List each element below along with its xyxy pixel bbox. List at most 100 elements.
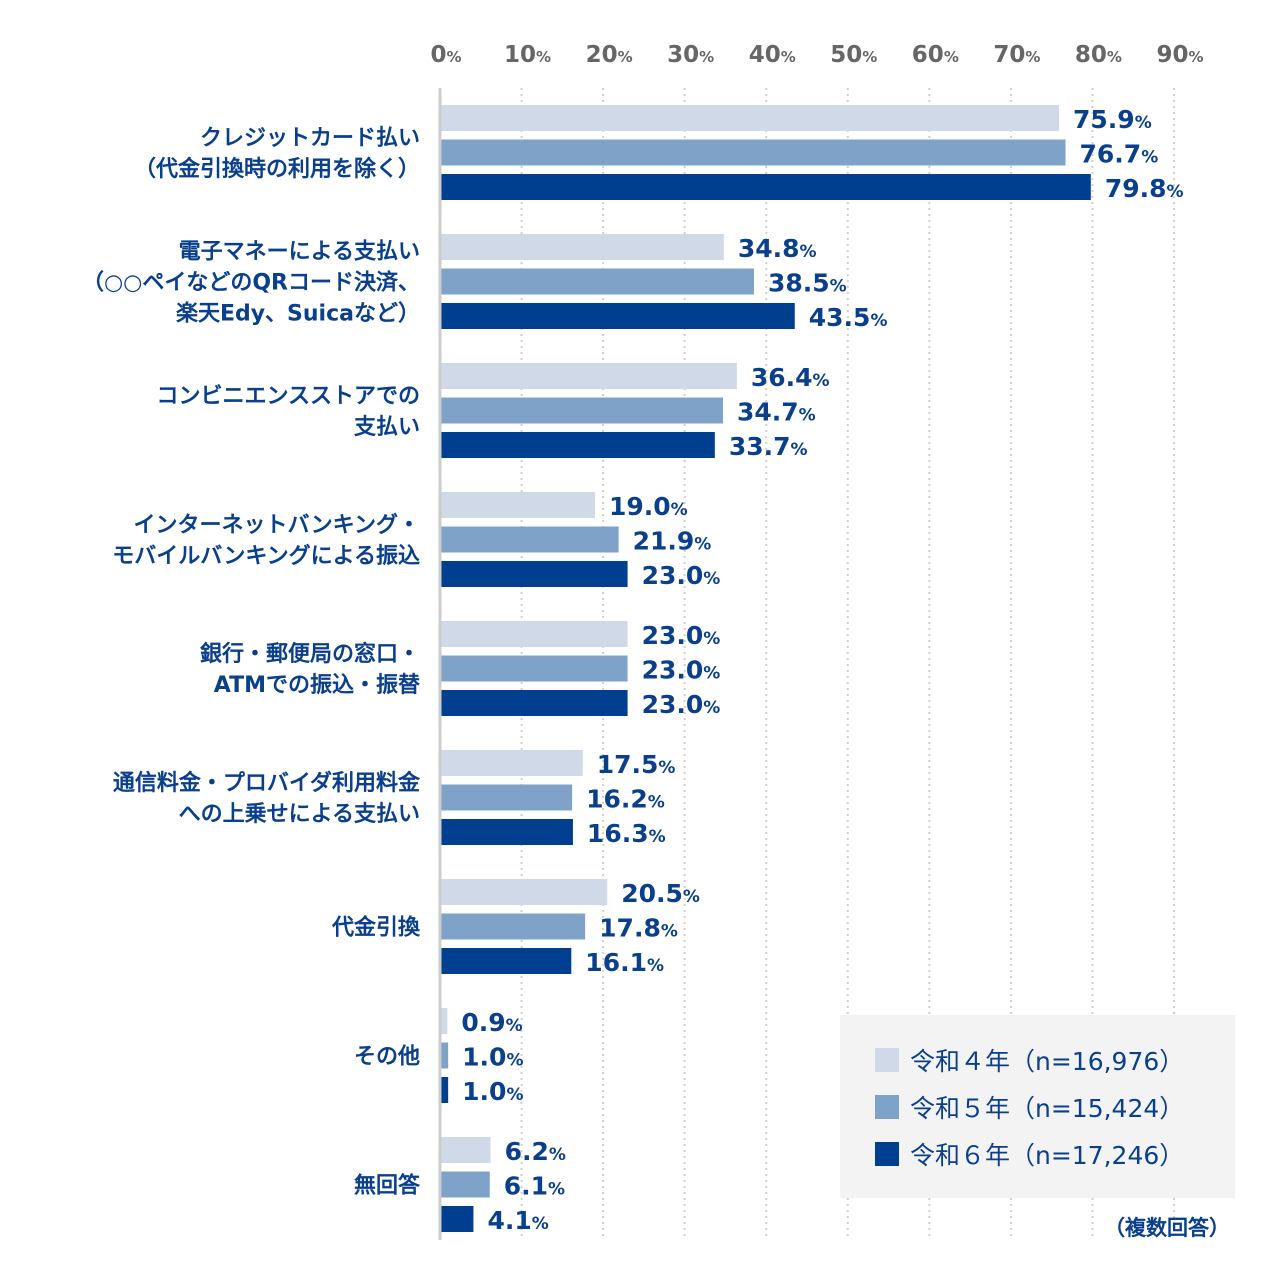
value-number: 34.8 (738, 234, 800, 263)
x-axis-ticks: 0% 10% 20% 30% 40% 50% 60% 70% 80% 90% (430, 42, 1203, 68)
x-tick-label: 30% (667, 42, 714, 68)
x-tick-unit: % (781, 48, 796, 66)
category-label: への上乗せによる支払い (179, 802, 420, 827)
bar-2 (440, 268, 754, 295)
value-label: 34.8% (738, 234, 817, 263)
value-number: 6.2 (505, 1137, 549, 1166)
value-label: 79.8% (1105, 174, 1184, 203)
category-label: コンビニエンスストアでの (156, 384, 420, 409)
value-unit: % (549, 1145, 566, 1165)
value-unit: % (703, 569, 720, 589)
legend-swatch-3 (875, 1142, 899, 1166)
category-label: （○○ペイなどのQRコード決済、 (82, 270, 420, 296)
value-number: 16.1 (585, 948, 647, 977)
x-tick-unit: % (862, 48, 877, 66)
x-tick-value: 10 (504, 42, 536, 68)
value-unit: % (658, 758, 675, 778)
x-tick-unit: % (536, 48, 551, 66)
legend-background (840, 1015, 1235, 1198)
value-label: 16.2% (586, 785, 665, 814)
value-unit: % (830, 277, 847, 297)
category-label: 通信料金・プロバイダ利用料金 (113, 770, 421, 796)
value-number: 17.8 (599, 914, 661, 943)
bars (440, 105, 1091, 1232)
value-unit: % (671, 500, 688, 520)
value-label: 6.1% (504, 1172, 565, 1201)
bar-3 (440, 174, 1091, 200)
category-label: インターネットバンキング・ (134, 512, 420, 538)
value-unit: % (813, 371, 830, 391)
bar-2 (440, 1171, 490, 1198)
value-unit: % (532, 1214, 549, 1234)
value-label: 36.4% (751, 363, 830, 392)
value-label: 20.5% (621, 879, 700, 908)
value-unit: % (649, 827, 666, 847)
value-number: 16.2 (586, 785, 648, 814)
bar-1 (440, 363, 737, 389)
bar-1 (440, 234, 724, 260)
value-unit: % (799, 406, 816, 426)
x-tick-label: 60% (912, 42, 959, 68)
value-unit: % (870, 311, 887, 331)
x-tick-value: 90 (1156, 42, 1188, 68)
value-number: 23.0 (642, 561, 704, 590)
value-label: 21.9% (633, 527, 712, 556)
bar-3 (440, 561, 628, 587)
bar-2 (440, 397, 723, 424)
x-tick-label: 10% (504, 42, 551, 68)
category-label: ATMでの振込・振替 (214, 673, 420, 698)
value-unit: % (1135, 113, 1152, 133)
value-unit: % (647, 956, 664, 976)
x-tick-unit: % (618, 48, 633, 66)
category-label: （代金引換時の利用を除く） (134, 156, 420, 182)
legend-label: 令和４年（n=16,976） (910, 1047, 1184, 1076)
value-unit: % (548, 1180, 565, 1200)
value-label: 23.0% (642, 621, 721, 650)
value-number: 23.0 (642, 656, 704, 685)
x-tick-unit: % (1025, 48, 1040, 66)
value-unit: % (506, 1051, 523, 1071)
value-number: 6.1 (504, 1172, 548, 1201)
x-tick-label: 90% (1156, 42, 1203, 68)
value-label: 6.2% (505, 1137, 566, 1166)
value-unit: % (1167, 182, 1184, 202)
category-label: 銀行・郵便局の窓口・ (200, 641, 420, 667)
category-label: 代金引換 (331, 915, 421, 941)
bar-1 (440, 1137, 491, 1163)
category-label: 無回答 (354, 1173, 421, 1199)
x-tick-unit: % (446, 48, 461, 66)
x-tick-label: 70% (993, 42, 1040, 68)
x-tick-unit: % (1107, 48, 1122, 66)
value-number: 20.5 (621, 879, 683, 908)
value-number: 33.7 (729, 432, 791, 461)
x-tick-unit: % (1188, 48, 1203, 66)
bar-2 (440, 784, 573, 811)
bar-3 (440, 948, 572, 974)
value-number: 23.0 (642, 690, 704, 719)
value-label: 23.0% (642, 656, 721, 685)
value-number: 17.5 (597, 750, 659, 779)
value-label: 76.7% (1080, 140, 1159, 169)
value-label: 1.0% (462, 1077, 523, 1106)
x-tick-value: 30 (667, 42, 699, 68)
bar-1 (440, 879, 608, 905)
value-unit: % (661, 922, 678, 942)
bar-1 (440, 105, 1060, 131)
value-unit: % (648, 793, 665, 813)
value-number: 34.7 (737, 398, 799, 427)
value-label: 34.7% (737, 398, 816, 427)
bar-2 (440, 913, 586, 940)
value-label: 19.0% (609, 492, 688, 521)
x-tick-value: 40 (749, 42, 781, 68)
category-label: 楽天Edy、Suicaなど） (176, 301, 420, 327)
category-label: その他 (354, 1045, 420, 1070)
bar-3 (440, 432, 715, 458)
category-label: 支払い (354, 415, 420, 440)
legend-label: 令和５年（n=15,424） (910, 1094, 1184, 1123)
bar-1 (440, 750, 583, 776)
bar-2 (440, 655, 628, 682)
x-tick-unit: % (699, 48, 714, 66)
value-unit: % (703, 664, 720, 684)
bar-1 (440, 492, 595, 518)
